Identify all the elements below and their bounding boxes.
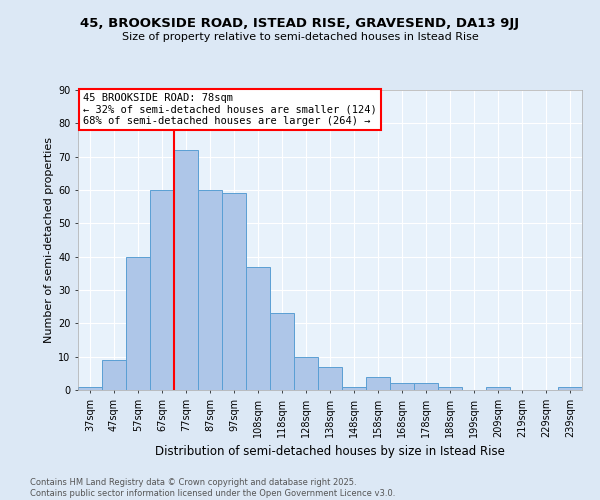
Bar <box>414 384 438 390</box>
Text: 45, BROOKSIDE ROAD, ISTEAD RISE, GRAVESEND, DA13 9JJ: 45, BROOKSIDE ROAD, ISTEAD RISE, GRAVESE… <box>80 18 520 30</box>
Text: Contains HM Land Registry data © Crown copyright and database right 2025.
Contai: Contains HM Land Registry data © Crown c… <box>30 478 395 498</box>
Bar <box>366 376 390 390</box>
Bar <box>198 190 222 390</box>
Bar <box>342 386 366 390</box>
Text: 45 BROOKSIDE ROAD: 78sqm
← 32% of semi-detached houses are smaller (124)
68% of : 45 BROOKSIDE ROAD: 78sqm ← 32% of semi-d… <box>83 93 377 126</box>
Bar <box>78 386 102 390</box>
Bar <box>174 150 198 390</box>
Text: Size of property relative to semi-detached houses in Istead Rise: Size of property relative to semi-detach… <box>122 32 478 42</box>
Y-axis label: Number of semi-detached properties: Number of semi-detached properties <box>44 137 54 343</box>
Bar <box>102 360 126 390</box>
Bar <box>246 266 270 390</box>
Bar <box>486 386 510 390</box>
Bar <box>438 386 462 390</box>
Bar <box>318 366 342 390</box>
Bar <box>222 194 246 390</box>
Bar <box>558 386 582 390</box>
Bar <box>150 190 174 390</box>
Bar <box>126 256 150 390</box>
X-axis label: Distribution of semi-detached houses by size in Istead Rise: Distribution of semi-detached houses by … <box>155 446 505 458</box>
Bar <box>270 314 294 390</box>
Bar <box>390 384 414 390</box>
Bar <box>294 356 318 390</box>
